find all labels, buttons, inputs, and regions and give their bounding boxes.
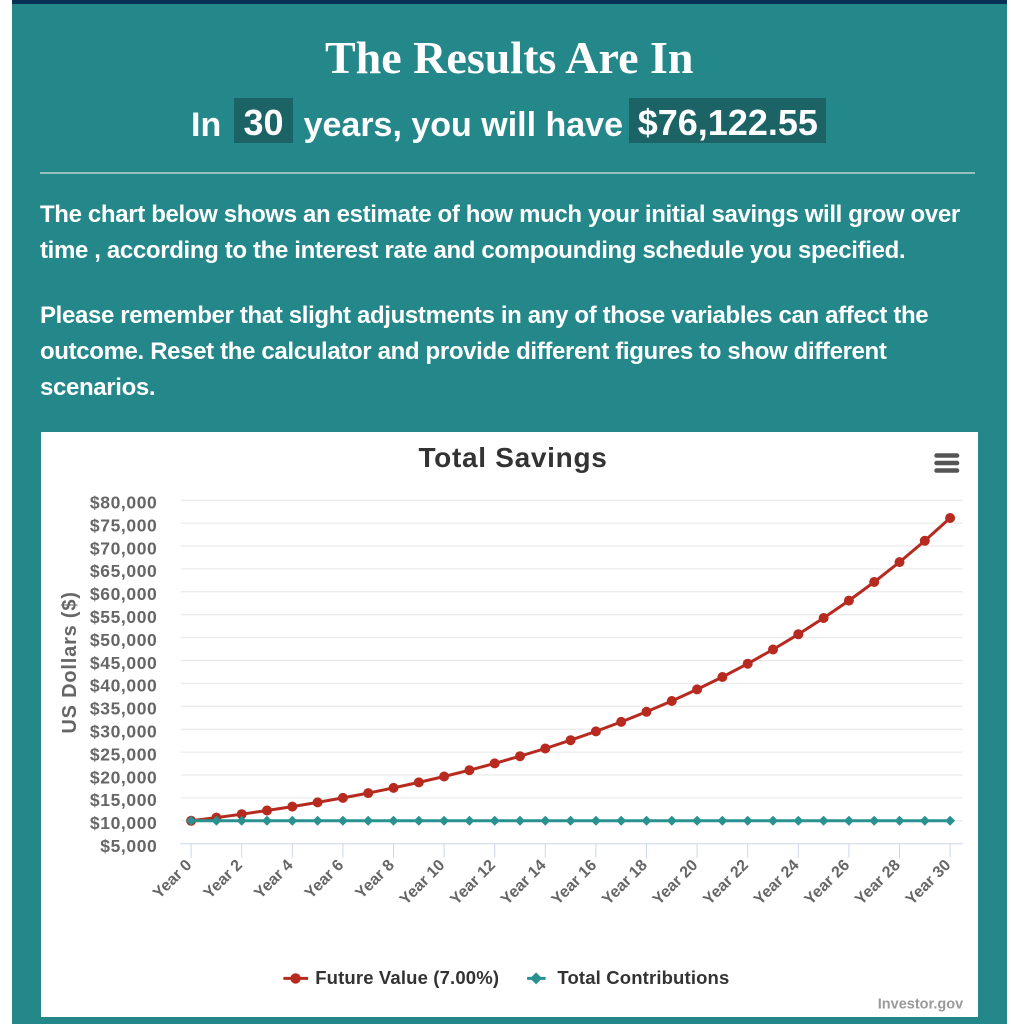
svg-text:$35,000: $35,000: [90, 698, 157, 718]
svg-text:$80,000: $80,000: [90, 492, 157, 512]
svg-text:$15,000: $15,000: [90, 790, 157, 810]
svg-text:$10,000: $10,000: [90, 813, 157, 833]
svg-text:Total Contributions: Total Contributions: [558, 967, 730, 988]
svg-text:Total Savings: Total Savings: [419, 442, 608, 473]
svg-text:$70,000: $70,000: [90, 538, 157, 558]
svg-text:US Dollars ($): US Dollars ($): [59, 591, 81, 733]
svg-text:$25,000: $25,000: [90, 744, 157, 764]
svg-text:Future Value (7.00%): Future Value (7.00%): [316, 967, 500, 988]
svg-text:$30,000: $30,000: [90, 721, 157, 741]
svg-text:$55,000: $55,000: [90, 607, 157, 627]
svg-text:$75,000: $75,000: [90, 515, 157, 535]
svg-text:Investor.gov: Investor.gov: [878, 996, 963, 1012]
svg-text:$60,000: $60,000: [90, 584, 157, 604]
svg-text:$5,000: $5,000: [101, 836, 158, 856]
svg-text:$40,000: $40,000: [90, 676, 157, 696]
svg-text:$45,000: $45,000: [90, 653, 157, 673]
svg-text:$20,000: $20,000: [90, 767, 157, 787]
svg-text:$50,000: $50,000: [90, 630, 157, 650]
svg-text:$65,000: $65,000: [90, 561, 157, 581]
